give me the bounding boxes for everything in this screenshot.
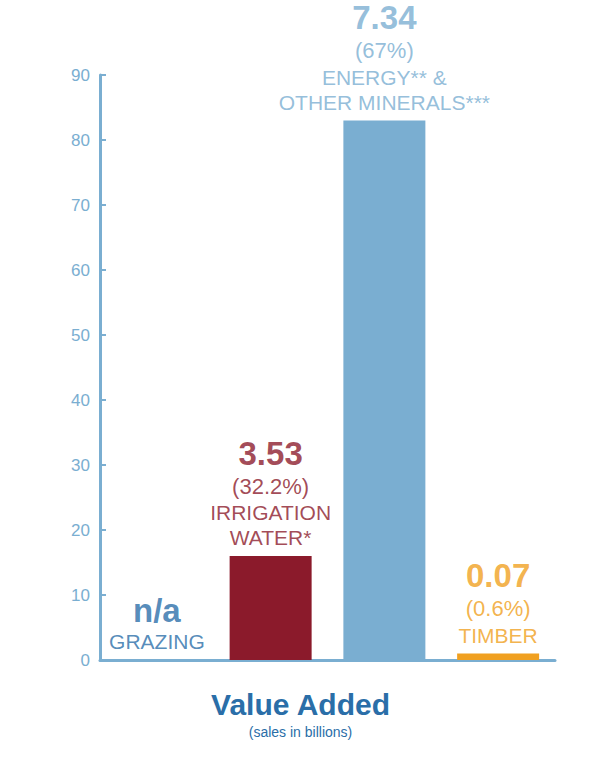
- svg-text:(67%): (67%): [355, 38, 414, 63]
- svg-text:10: 10: [71, 586, 90, 605]
- svg-text:(32.2%): (32.2%): [232, 474, 309, 499]
- svg-text:Value Added: Value Added: [211, 688, 390, 721]
- svg-text:0.07: 0.07: [466, 557, 530, 594]
- svg-text:90: 90: [71, 66, 90, 85]
- svg-text:30: 30: [71, 456, 90, 475]
- svg-text:WATER*: WATER*: [230, 526, 312, 549]
- svg-text:IRRIGATION: IRRIGATION: [210, 501, 331, 524]
- svg-text:(0.6%): (0.6%): [466, 596, 531, 621]
- svg-text:40: 40: [71, 391, 90, 410]
- svg-text:ENERGY** &: ENERGY** &: [322, 66, 447, 89]
- svg-text:OTHER MINERALS***: OTHER MINERALS***: [279, 91, 490, 114]
- svg-text:60: 60: [71, 261, 90, 280]
- svg-text:TIMBER: TIMBER: [458, 624, 537, 647]
- svg-text:20: 20: [71, 521, 90, 540]
- svg-text:70: 70: [71, 196, 90, 215]
- svg-text:80: 80: [71, 131, 90, 150]
- svg-text:50: 50: [71, 326, 90, 345]
- svg-text:7.34: 7.34: [352, 0, 417, 36]
- svg-text:n/a: n/a: [133, 592, 181, 629]
- svg-text:0: 0: [81, 651, 90, 670]
- svg-text:GRAZING: GRAZING: [109, 630, 205, 653]
- svg-text:(sales in billions): (sales in billions): [249, 724, 352, 740]
- svg-text:3.53: 3.53: [239, 435, 303, 472]
